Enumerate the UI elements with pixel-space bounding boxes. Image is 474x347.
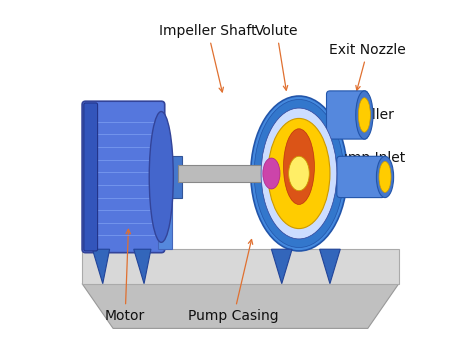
Ellipse shape (263, 158, 280, 189)
Ellipse shape (289, 156, 310, 191)
Ellipse shape (149, 111, 173, 242)
FancyBboxPatch shape (337, 156, 385, 197)
Ellipse shape (254, 100, 344, 247)
FancyBboxPatch shape (327, 91, 368, 139)
Text: Motor: Motor (105, 229, 145, 323)
FancyBboxPatch shape (82, 101, 164, 253)
Bar (179, 165, 275, 182)
Polygon shape (82, 249, 399, 283)
FancyBboxPatch shape (84, 103, 98, 251)
Ellipse shape (261, 108, 337, 239)
Polygon shape (134, 249, 151, 283)
Polygon shape (92, 249, 109, 283)
Polygon shape (82, 283, 399, 328)
Text: Impeller: Impeller (337, 108, 394, 136)
Ellipse shape (251, 96, 347, 251)
Ellipse shape (379, 161, 391, 193)
Polygon shape (272, 249, 292, 283)
Text: Pump Casing: Pump Casing (188, 239, 279, 323)
Ellipse shape (356, 91, 373, 139)
Polygon shape (319, 249, 340, 283)
Bar (158, 197, 172, 249)
Text: Impeller Shaft: Impeller Shaft (159, 24, 256, 92)
Bar (161, 156, 182, 197)
Ellipse shape (376, 156, 393, 197)
Ellipse shape (358, 98, 370, 132)
Ellipse shape (268, 118, 330, 229)
Ellipse shape (283, 129, 314, 204)
Text: Exit Nozzle: Exit Nozzle (329, 43, 406, 90)
Text: Volute: Volute (255, 24, 298, 90)
Text: Pump Inlet: Pump Inlet (331, 151, 405, 165)
